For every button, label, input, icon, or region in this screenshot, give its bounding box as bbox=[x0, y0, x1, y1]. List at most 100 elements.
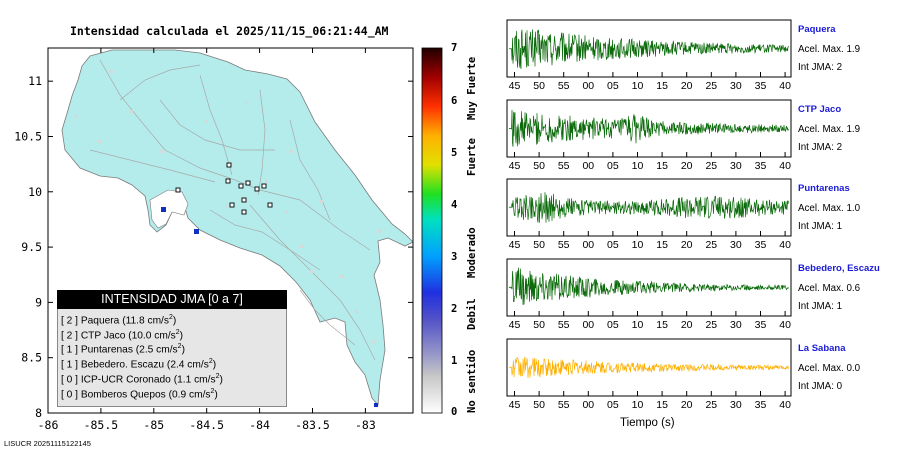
legend-station-name: Paquera bbox=[80, 315, 123, 327]
colorbar-tick-7: 7 bbox=[451, 42, 458, 54]
colorbar-tick-2: 2 bbox=[451, 303, 458, 315]
legend-level: [ 2 ] bbox=[61, 315, 81, 327]
trace-x-tick-label: 05 bbox=[607, 160, 619, 172]
map-frame bbox=[47, 47, 414, 414]
station-markers bbox=[175, 162, 273, 215]
trace-x-tick-label: 30 bbox=[730, 319, 742, 331]
legend-level: [ 1 ] bbox=[61, 359, 81, 371]
legend-row: [ 0 ] Bomberos Quepos (0.9 cm/s2) bbox=[61, 388, 218, 400]
map-tick-labels: -86 -85.5 -85 -84.5 -84 -83.5 -83 11 10.5 10 9.5 9 8… bbox=[14, 74, 376, 432]
legend-unit-exponent: 2 bbox=[177, 343, 182, 351]
colorbar-tick-4: 4 bbox=[451, 199, 458, 211]
legend-value: (2.4 cm/s bbox=[166, 359, 209, 371]
trace-x-tick-label: 25 bbox=[705, 399, 717, 411]
legend-station-name: Bomberos Quepos bbox=[80, 388, 169, 400]
trace-x-tick-label: 25 bbox=[705, 80, 717, 92]
legend-row: [ 1 ] Puntarenas (2.5 cm/s2) bbox=[61, 343, 185, 355]
trace-x-tick-label: 25 bbox=[705, 319, 717, 331]
trace-x-tick-label: 50 bbox=[533, 319, 545, 331]
trace-x-tick-label: 30 bbox=[730, 160, 742, 172]
trace-x-tick-label: 05 bbox=[607, 80, 619, 92]
waveform-trace bbox=[508, 192, 789, 223]
legend-value: (1.1 cm/s bbox=[173, 374, 216, 386]
trace-x-tick-label: 35 bbox=[755, 399, 767, 411]
trace-x-tick-label: 10 bbox=[632, 239, 644, 251]
trace-x-tick-label: 15 bbox=[656, 399, 668, 411]
trace-x-tick-label: 15 bbox=[656, 319, 668, 331]
trace-x-tick-label: 50 bbox=[533, 160, 545, 172]
trace-x-tick-label: 00 bbox=[582, 80, 594, 92]
trace-x-tick-label: 35 bbox=[755, 160, 767, 172]
station-jaco bbox=[194, 229, 199, 234]
waveform-trace bbox=[508, 267, 789, 305]
trace-x-tick-label: 55 bbox=[558, 160, 570, 172]
trace-x-tick-label: 50 bbox=[533, 239, 545, 251]
legend-row: [ 2 ] CTP Jaco (10.0 cm/s2) bbox=[61, 329, 183, 341]
colorbar-tick-6: 6 bbox=[451, 95, 458, 107]
trace-x-tick-label: 50 bbox=[533, 399, 545, 411]
station-paquera bbox=[161, 207, 166, 212]
map-y-tick-label: 9 bbox=[35, 295, 42, 309]
station-int-jma: Int JMA: 0 bbox=[798, 381, 843, 392]
station-int-jma: Int JMA: 1 bbox=[798, 301, 843, 312]
map-land bbox=[61, 49, 414, 406]
trace-panel-frame bbox=[506, 258, 792, 317]
legend-station-name: Bebedero. Escazu bbox=[80, 359, 167, 371]
station-name: La Sabana bbox=[798, 343, 846, 354]
legend-level: [ 0 ] bbox=[61, 374, 81, 386]
station-int-jma: Int JMA: 1 bbox=[798, 221, 843, 232]
trace-x-tick-label: 00 bbox=[582, 399, 594, 411]
waveform-trace bbox=[508, 29, 789, 70]
trace-x-tick-label: 20 bbox=[681, 160, 693, 172]
legend-unit-exponent: 2 bbox=[169, 314, 173, 321]
legend-level: [ 0 ] bbox=[61, 388, 81, 400]
map-x-tick-label: -85.5 bbox=[84, 418, 119, 432]
station-quepos bbox=[374, 403, 378, 407]
legend-unit-exponent: 2 bbox=[175, 328, 180, 336]
station-acel-max: Acel. Max. 1.0 bbox=[798, 203, 861, 214]
trace-x-tick-label: 10 bbox=[632, 160, 644, 172]
station-name: Paquera bbox=[798, 24, 836, 35]
map-x-tick-label: -86 bbox=[38, 418, 59, 432]
trace-x-tick-label: 05 bbox=[607, 399, 619, 411]
colorbar bbox=[421, 47, 443, 414]
trace-x-tick-label: 55 bbox=[558, 239, 570, 251]
trace-x-tick-label: 45 bbox=[509, 399, 521, 411]
trace-x-tick-label: 40 bbox=[779, 239, 791, 251]
waveform-trace bbox=[508, 109, 789, 147]
trace-x-tick-label: 40 bbox=[779, 80, 791, 92]
trace-x-tick-label: 10 bbox=[632, 319, 644, 331]
map-x-tick-label: -83.5 bbox=[295, 418, 330, 432]
legend-station-name: Puntarenas bbox=[80, 344, 136, 356]
trace-x-tick-label: 45 bbox=[509, 239, 521, 251]
legend-value: (2.5 cm/s bbox=[135, 344, 178, 356]
map-y-tick-label: 8.5 bbox=[21, 351, 42, 365]
legend-level: [ 2 ] bbox=[61, 330, 81, 342]
legend-level: [ 1 ] bbox=[61, 344, 81, 356]
legend-value-close: ) bbox=[214, 388, 218, 400]
trace-x-tick-label: 20 bbox=[681, 399, 693, 411]
legend-value: (11.8 cm/s bbox=[122, 315, 169, 327]
legend-title: INTENSIDAD JMA [0 a 7] bbox=[57, 290, 287, 309]
trace-x-tick-label: 35 bbox=[755, 239, 767, 251]
station-acel-max: Acel. Max. 0.6 bbox=[798, 283, 861, 294]
trace-x-tick-label: 55 bbox=[558, 399, 570, 411]
legend-row: [ 1 ] Bebedero. Escazu (2.4 cm/s2) bbox=[61, 358, 216, 370]
map-y-tick-label: 9.5 bbox=[21, 240, 42, 254]
station-name: CTP Jaco bbox=[798, 104, 842, 115]
map-y-tick-label: 11 bbox=[28, 74, 42, 88]
legend-value-close: ) bbox=[179, 330, 184, 342]
map-axis-ticks bbox=[47, 48, 413, 414]
gulf-of-nicoya bbox=[149, 189, 189, 229]
legend-unit-exponent: 2 bbox=[208, 358, 213, 366]
legend-row: [ 2 ] Paquera (11.8 cm/s2) bbox=[61, 314, 176, 326]
map-x-tick-label: -84 bbox=[249, 418, 270, 432]
station-name: Bebedero, Escazu bbox=[798, 263, 880, 274]
colorbar-tick-1: 1 bbox=[451, 355, 458, 367]
trace-x-tick-label: 45 bbox=[509, 160, 521, 172]
trace-x-tick-label: 20 bbox=[681, 319, 693, 331]
trace-x-tick-label: 40 bbox=[779, 319, 791, 331]
map-x-tick-label: -84.5 bbox=[189, 418, 224, 432]
colorbar-tick-0: 0 bbox=[451, 406, 458, 418]
trace-x-tick-label: 40 bbox=[779, 160, 791, 172]
